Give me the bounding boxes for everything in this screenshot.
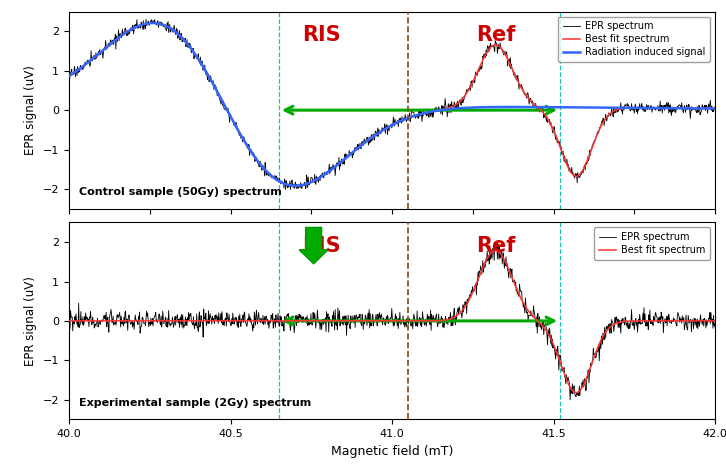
Legend: EPR spectrum, Best fit spectrum: EPR spectrum, Best fit spectrum [594, 227, 710, 260]
EPR spectrum [150, 314, 159, 319]
Radiation induced signal [346, 151, 354, 157]
Text: Ref: Ref [476, 236, 515, 256]
Best fit spectrum [291, 183, 300, 189]
Best fit spectrum [65, 318, 73, 324]
Best fit spectrum [282, 318, 291, 324]
Best fit spectrum [151, 21, 160, 26]
EPR spectrum [417, 321, 426, 327]
Text: Control sample (50Gy) spectrum: Control sample (50Gy) spectrum [78, 187, 282, 197]
Best fit spectrum [571, 390, 580, 396]
Best fit spectrum [711, 318, 719, 324]
EPR spectrum [65, 320, 73, 325]
EPR spectrum [142, 16, 150, 22]
Radiation induced signal [419, 111, 428, 116]
Line: Best fit spectrum: Best fit spectrum [69, 251, 715, 393]
Best fit spectrum [65, 73, 73, 79]
Text: RIS: RIS [301, 25, 340, 45]
EPR spectrum [711, 104, 719, 110]
EPR spectrum [404, 321, 413, 327]
Radiation induced signal [405, 115, 414, 120]
Y-axis label: EPR signal (uV): EPR signal (uV) [24, 65, 37, 155]
Line: EPR spectrum: EPR spectrum [69, 19, 715, 190]
EPR spectrum [151, 20, 160, 26]
Line: EPR spectrum: EPR spectrum [69, 243, 715, 400]
EPR spectrum [174, 319, 182, 325]
EPR spectrum [65, 73, 73, 78]
Line: Radiation induced signal: Radiation induced signal [69, 23, 715, 186]
Best fit spectrum [419, 110, 428, 116]
Best fit spectrum [346, 151, 354, 157]
Best fit spectrum [404, 318, 413, 324]
Radiation induced signal [65, 73, 73, 79]
Best fit spectrum [711, 106, 719, 111]
Radiation induced signal [174, 32, 183, 37]
EPR spectrum [711, 325, 719, 330]
Y-axis label: EPR signal (uV): EPR signal (uV) [24, 276, 37, 366]
Best fit spectrum [405, 115, 414, 120]
Best fit spectrum [417, 318, 426, 324]
Best fit spectrum [283, 182, 292, 187]
Radiation induced signal [283, 182, 292, 187]
Radiation induced signal [711, 106, 719, 111]
Best fit spectrum [148, 20, 157, 26]
EPR spectrum [566, 397, 574, 403]
EPR spectrum [174, 34, 183, 40]
EPR spectrum [405, 110, 414, 116]
Text: RIS: RIS [301, 236, 340, 256]
Radiation induced signal [148, 20, 157, 26]
Legend: EPR spectrum, Best fit spectrum, Radiation induced signal: EPR spectrum, Best fit spectrum, Radiati… [558, 16, 710, 62]
Radiation induced signal [291, 183, 300, 189]
EPR spectrum [282, 313, 291, 319]
Text: Ref: Ref [476, 25, 515, 45]
EPR spectrum [346, 151, 354, 156]
Best fit spectrum [174, 318, 182, 324]
EPR spectrum [419, 113, 428, 119]
Best fit spectrum [491, 248, 499, 254]
EPR spectrum [281, 187, 290, 192]
EPR spectrum [492, 240, 501, 246]
EPR spectrum [283, 185, 292, 191]
Radiation induced signal [151, 21, 160, 26]
X-axis label: Magnetic field (mT): Magnetic field (mT) [331, 445, 453, 458]
Best fit spectrum [150, 318, 159, 324]
EPR spectrum [345, 321, 354, 327]
Best fit spectrum [345, 318, 354, 324]
Line: Best fit spectrum: Best fit spectrum [69, 23, 715, 186]
Best fit spectrum [174, 32, 183, 37]
Text: Experimental sample (2Gy) spectrum: Experimental sample (2Gy) spectrum [78, 397, 311, 408]
